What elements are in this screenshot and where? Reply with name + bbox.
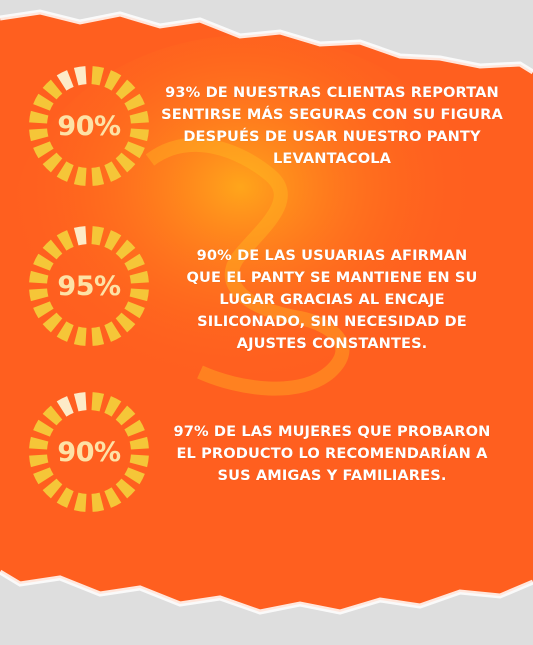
ring-segment	[115, 405, 136, 426]
ring-segment	[56, 487, 74, 508]
ring-segment	[56, 161, 74, 182]
ring-segment	[124, 93, 145, 111]
ring-segment	[29, 288, 49, 302]
stat-1-line-2: SENTIRSE MÁS SEGURAS CON SU FIGURA	[161, 106, 503, 123]
ring-segment	[104, 487, 122, 508]
ring-segment	[115, 152, 136, 173]
ring-segment	[91, 226, 105, 246]
stat-block-3: 90%	[0, 390, 533, 520]
stat-3-line-1: 97% DE LAS MUJERES QUE PROBARON	[173, 423, 491, 440]
ring-segment	[104, 230, 122, 251]
ring-segment	[115, 312, 136, 333]
ring-segment	[73, 326, 87, 346]
ring-segment	[42, 152, 63, 173]
progress-ring-2	[29, 226, 149, 346]
stat-2-line-4: SILICONADO, SIN NECESIDAD DE	[197, 313, 467, 330]
ring-segment	[104, 396, 122, 417]
ring-segment	[56, 70, 74, 91]
stat-1-line-4: LEVANTACOLA	[272, 150, 391, 167]
stat-2-line-2: QUE EL PANTY SE MANTIENE EN SU	[186, 269, 478, 286]
stat-3-line-3: SUS AMIGAS Y FAMILIARES.	[217, 467, 447, 484]
ring-segment	[104, 321, 122, 342]
stat-block-2: 95%	[0, 224, 533, 354]
stat-description-3: 97% DE LAS MUJERES QUE PROBARON EL PRODU…	[152, 421, 512, 487]
ring-segment	[115, 478, 136, 499]
ring-segment	[42, 312, 63, 333]
ring-segment	[29, 270, 49, 284]
ring-segment	[73, 492, 87, 512]
ring-segment	[29, 436, 49, 450]
ring-segment	[124, 419, 145, 437]
ring-segment	[124, 467, 145, 485]
ring-segment	[124, 141, 145, 159]
ring-segment	[33, 419, 54, 437]
ring-segment	[73, 166, 87, 186]
ring-segment	[73, 66, 87, 86]
ring-segment	[33, 301, 54, 319]
stat-description-1: 93% DE NUESTRAS CLIENTAS REPORTAN SENTIR…	[152, 82, 512, 170]
ring-segment	[129, 436, 149, 450]
ring-segment	[73, 226, 87, 246]
ring-segment	[124, 301, 145, 319]
ring-segment	[73, 392, 87, 412]
ring-segment	[91, 326, 105, 346]
ring-segment	[56, 396, 74, 417]
stat-1-line-1: 93% DE NUESTRAS CLIENTAS REPORTAN	[165, 84, 499, 101]
ring-segment	[33, 141, 54, 159]
ring-segment	[29, 110, 49, 124]
ring-segment	[129, 110, 149, 124]
ring-segment	[91, 392, 105, 412]
stat-description-2: 90% DE LAS USUARIAS AFIRMAN QUE EL PANTY…	[152, 245, 512, 355]
ring-segment	[91, 166, 105, 186]
ring-segment	[33, 467, 54, 485]
percent-label-3: 90%	[57, 436, 121, 468]
stat-2-line-1: 90% DE LAS USUARIAS AFIRMAN	[196, 247, 468, 264]
ring-segment	[129, 454, 149, 468]
ring-segment	[104, 70, 122, 91]
ring-segment	[33, 253, 54, 271]
progress-ring-3	[29, 392, 149, 512]
ring-segment	[129, 128, 149, 142]
percent-label-1: 90%	[57, 110, 121, 142]
ring-segment	[56, 321, 74, 342]
stat-1-line-3: DESPUÉS DE USAR NUESTRO PANTY	[183, 128, 481, 145]
ring-segment	[115, 79, 136, 100]
ring-segment	[91, 492, 105, 512]
ring-segment	[129, 288, 149, 302]
ring-segment	[56, 230, 74, 251]
ring-segment	[129, 270, 149, 284]
stat-2-line-3: LUGAR GRACIAS AL ENCAJE	[219, 291, 445, 308]
ring-segment	[115, 239, 136, 260]
ring-segment	[33, 93, 54, 111]
stat-2-line-5: AJUSTES CONSTANTES.	[236, 335, 428, 352]
ring-segment	[104, 161, 122, 182]
ring-segment	[42, 79, 63, 100]
ring-segment	[29, 454, 49, 468]
ring-segment	[124, 253, 145, 271]
ring-segment	[42, 239, 63, 260]
ring-segment	[91, 66, 105, 86]
stat-block-1: 90%	[0, 64, 533, 194]
ring-segment	[42, 405, 63, 426]
percent-label-2: 95%	[57, 270, 121, 302]
progress-ring-1	[29, 66, 149, 186]
ring-segment	[29, 128, 49, 142]
ring-segment	[42, 478, 63, 499]
stat-3-line-2: EL PRODUCTO LO RECOMENDARÍAN A	[176, 445, 488, 462]
